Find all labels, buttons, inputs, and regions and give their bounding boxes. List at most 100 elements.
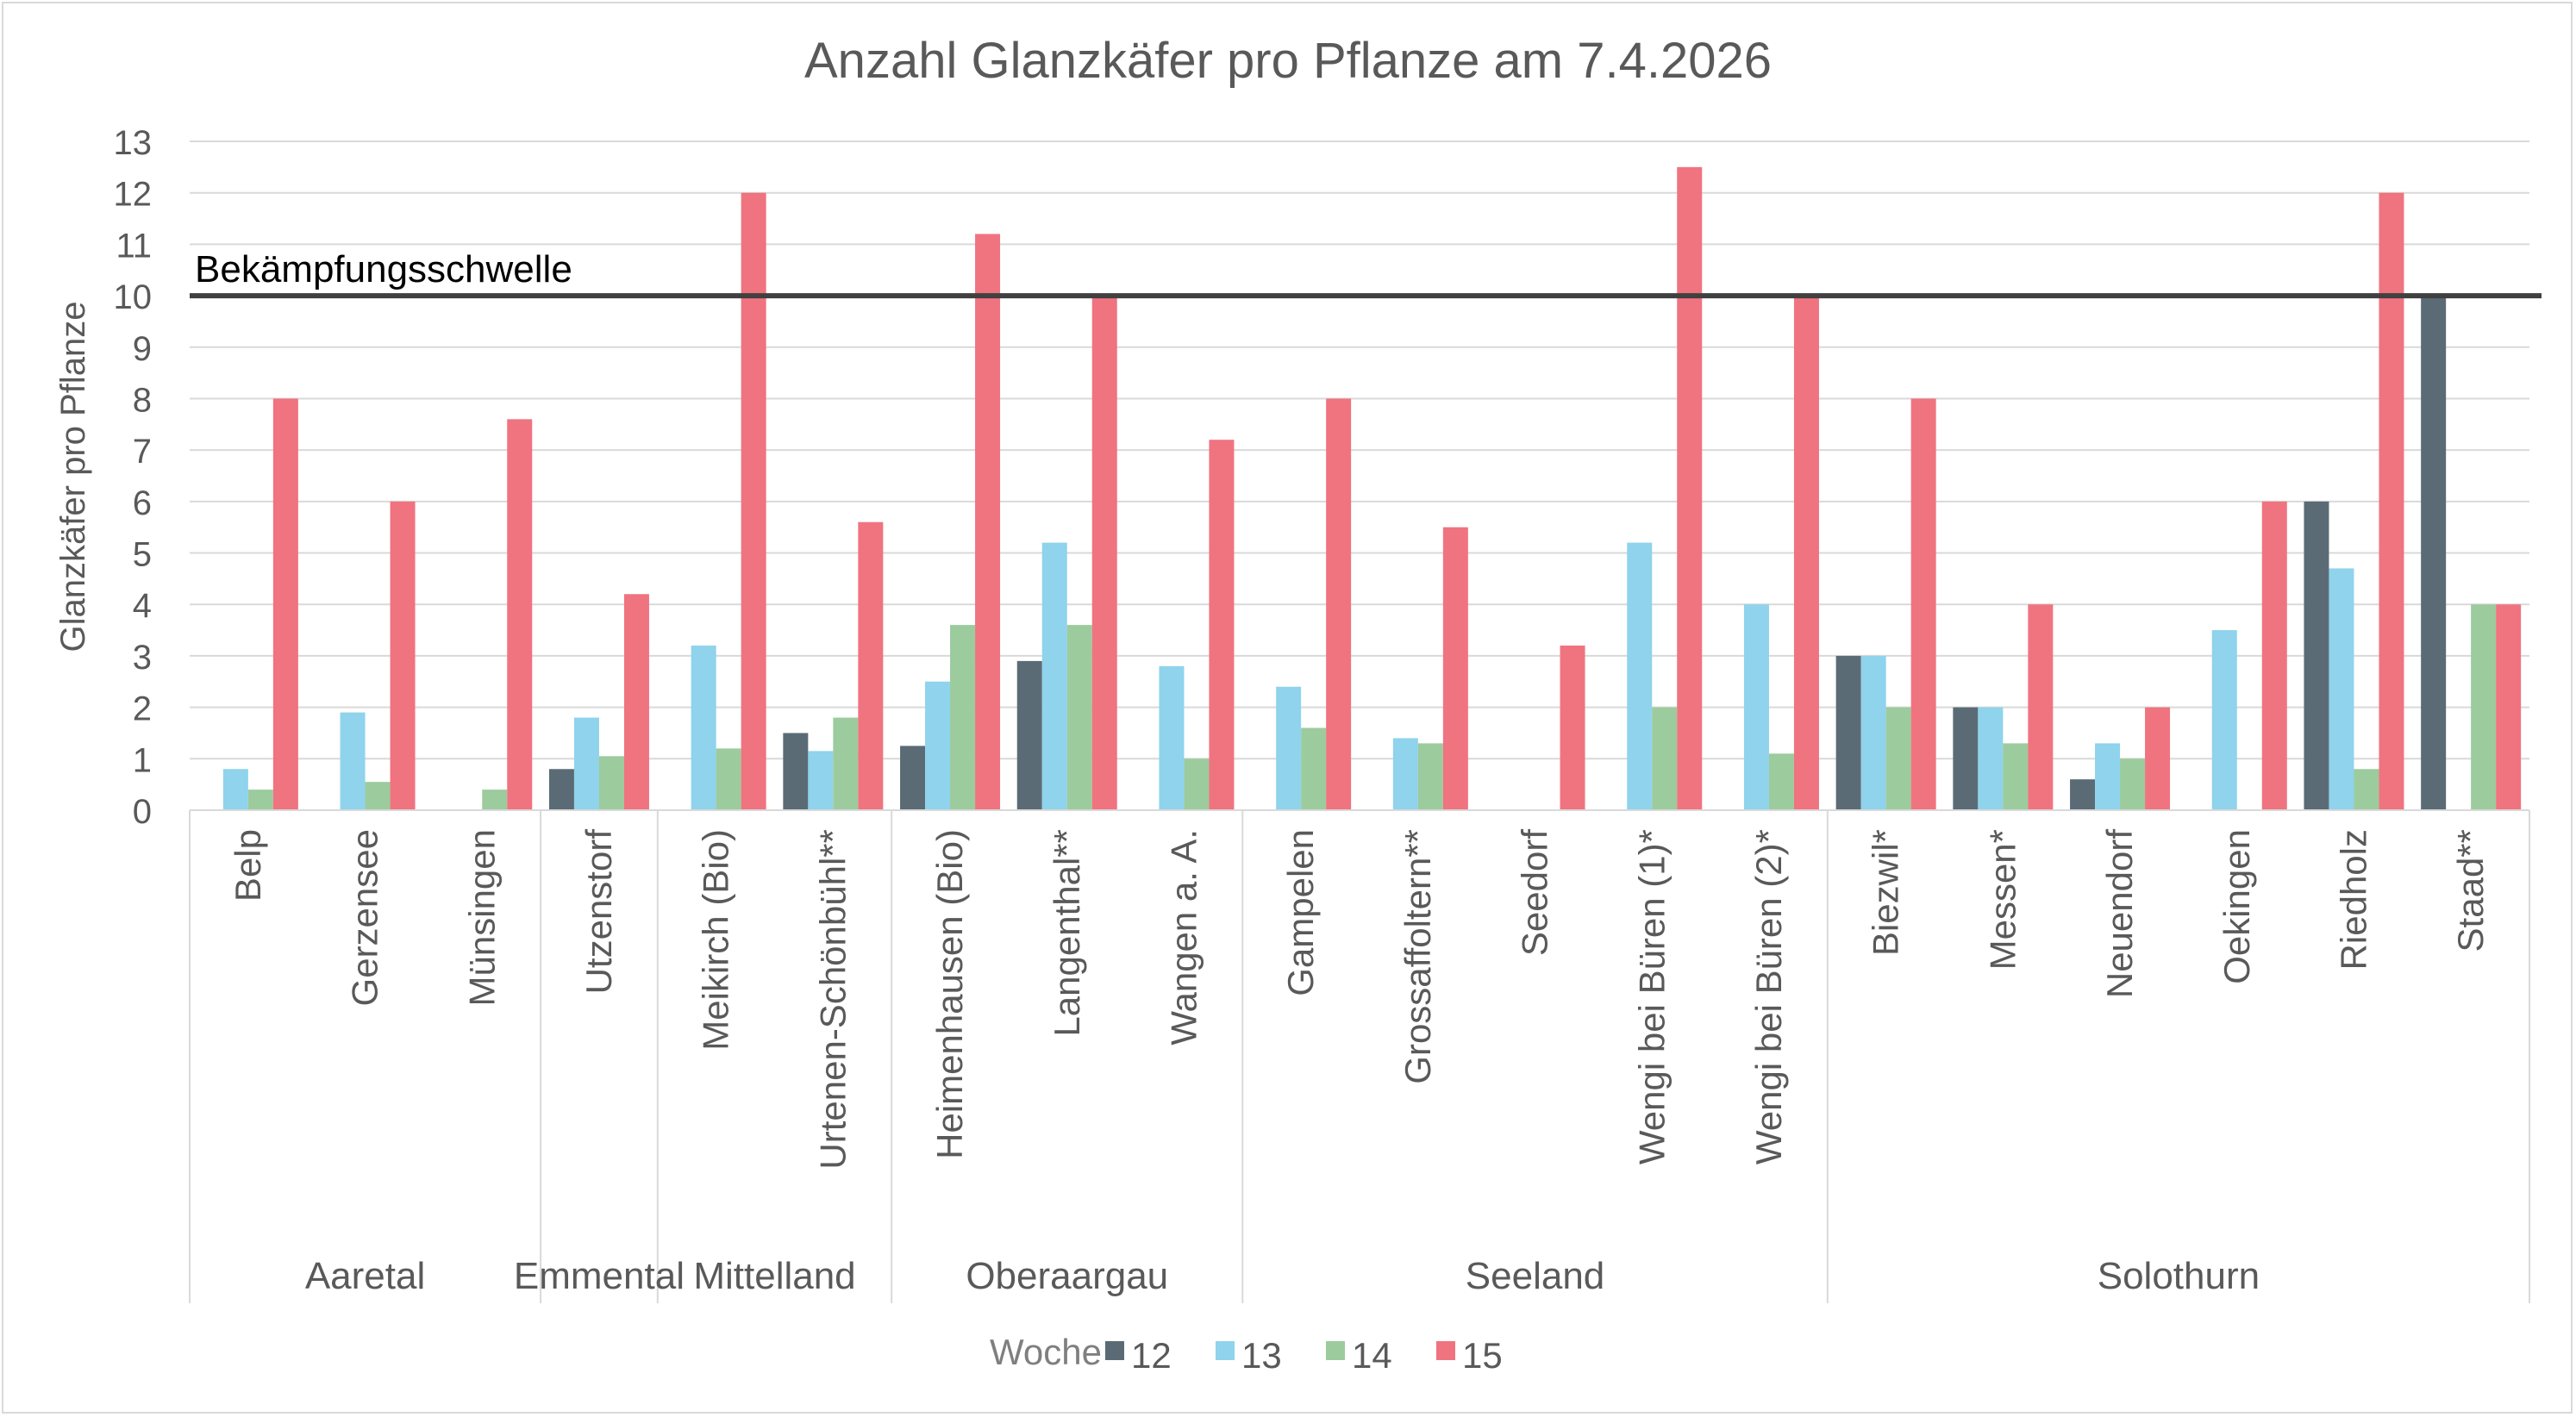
x-category-label: Riedholz: [2333, 829, 2373, 970]
bar-week-14: [598, 756, 624, 810]
x-category-label: Wengi bei Büren (2)*: [1748, 829, 1789, 1164]
bar-week-13: [340, 712, 366, 810]
bar-week-13: [1860, 655, 1886, 810]
y-tick-label: 7: [133, 433, 152, 471]
bar-week-12: [2421, 296, 2447, 811]
chart-title: Anzahl Glanzkäfer pro Pflanze am 7.4.202…: [804, 33, 1772, 89]
bar-week-14: [950, 625, 976, 810]
bar-week-12: [2304, 501, 2329, 810]
bar-week-15: [1091, 296, 1117, 811]
x-group-label: Aaretal: [305, 1255, 425, 1297]
x-category-label: Messen*: [1982, 829, 2023, 970]
x-category-label: Wengi bei Büren (1)*: [1631, 829, 1672, 1164]
bar-week-12: [1953, 707, 1979, 810]
bar-week-15: [390, 501, 416, 810]
legend-swatch-week-14: [1326, 1341, 1345, 1360]
bar-week-14: [1066, 625, 1092, 810]
bar-week-15: [2028, 604, 2054, 810]
bar-week-13: [2211, 630, 2237, 810]
x-category-label: Utzenstorf: [578, 829, 619, 995]
bars: [222, 166, 2522, 811]
bar-week-15: [2496, 604, 2522, 810]
x-group-label: Solothurn: [2098, 1255, 2260, 1297]
bar-week-13: [2329, 568, 2354, 810]
legend-title: Woche: [990, 1332, 1102, 1372]
bar-week-13: [573, 717, 599, 810]
bar-week-15: [623, 594, 649, 810]
bar-week-12: [1016, 660, 1042, 810]
bar-week-13: [1159, 665, 1185, 810]
bar-week-14: [1301, 727, 1327, 810]
bar-week-15: [1209, 440, 1235, 810]
y-tick-label: 0: [133, 793, 152, 831]
y-tick-label: 9: [133, 330, 152, 368]
y-tick-label: 10: [114, 278, 153, 316]
threshold-label: Bekämpfungsschwelle: [195, 248, 572, 290]
bar-week-14: [1885, 707, 1911, 810]
x-category-label: Meikirch (Bio): [696, 829, 736, 1051]
bar-week-13: [1743, 604, 1769, 810]
x-category-label: Heimenhausen (Bio): [929, 829, 970, 1159]
bar-week-12: [2070, 779, 2096, 810]
bar-week-14: [247, 790, 273, 810]
y-tick-label: 11: [116, 227, 152, 265]
x-category-label: Belp: [228, 829, 268, 902]
y-tick-label: 8: [133, 381, 152, 419]
bar-week-15: [1442, 527, 1468, 810]
x-category-label: Gerzensee: [345, 829, 385, 1006]
y-tick-label: 13: [114, 124, 153, 162]
x-category-label: Seedorf: [1515, 829, 1555, 956]
x-axis: [189, 809, 2530, 1303]
bar-week-15: [2261, 501, 2287, 810]
x-category-label: Gampelen: [1280, 829, 1321, 996]
bar-week-13: [1392, 738, 1418, 810]
x-category-label: Biezwil*: [1866, 829, 1906, 956]
bar-week-15: [2145, 707, 2171, 810]
bar-week-15: [858, 521, 884, 810]
bar-week-14: [2354, 769, 2379, 810]
bar-week-13: [2095, 743, 2121, 810]
bar-week-15: [975, 234, 1001, 810]
legend-label-week-15: 15: [1462, 1335, 1503, 1376]
x-group-label: Emmental: [514, 1255, 685, 1297]
y-tick-label: 2: [133, 690, 152, 728]
bar-week-14: [1184, 758, 1210, 810]
bar-week-13: [1978, 707, 2004, 810]
x-category-label: Staad**: [2450, 829, 2491, 952]
bar-week-13: [1627, 542, 1653, 810]
bar-week-15: [272, 398, 298, 810]
bar-week-12: [1835, 655, 1861, 810]
bar-week-13: [691, 645, 716, 810]
bar-week-15: [1793, 296, 1819, 811]
bar-week-13: [808, 751, 834, 810]
bar-week-14: [2003, 743, 2029, 810]
gridlines: [190, 140, 2529, 760]
bar-week-12: [900, 746, 926, 810]
bar-week-12: [548, 769, 574, 810]
bar-week-15: [507, 419, 533, 810]
legend-swatch-week-12: [1105, 1341, 1124, 1360]
x-axis-group-labels: Aaretal Emmental Mittelland Oberaargau Seela…: [305, 1255, 2260, 1297]
y-tick-label: 6: [133, 484, 152, 522]
x-category-label: Neuendorf: [2099, 829, 2140, 998]
bar-week-15: [1326, 398, 1352, 810]
x-category-label: Münsingen: [461, 829, 502, 1006]
x-category-label: Urtenen-Schönbühl**: [812, 829, 853, 1170]
bar-week-14: [833, 717, 859, 810]
bar-week-13: [222, 769, 248, 810]
bar-week-13: [1276, 686, 1302, 810]
bar-week-13: [925, 681, 951, 810]
x-group-label: Mittelland: [693, 1255, 855, 1297]
bar-week-14: [365, 782, 391, 810]
x-category-label: Grossaffoltern**: [1397, 829, 1438, 1084]
y-tick-label: 5: [133, 536, 152, 574]
x-category-label: Wangen a. A.: [1163, 829, 1204, 1046]
y-tick-label: 3: [133, 639, 152, 677]
legend-label-week-12: 12: [1131, 1335, 1172, 1376]
bar-week-12: [783, 733, 809, 810]
legend-label-week-13: 13: [1241, 1335, 1282, 1376]
bar-week-14: [716, 748, 741, 810]
